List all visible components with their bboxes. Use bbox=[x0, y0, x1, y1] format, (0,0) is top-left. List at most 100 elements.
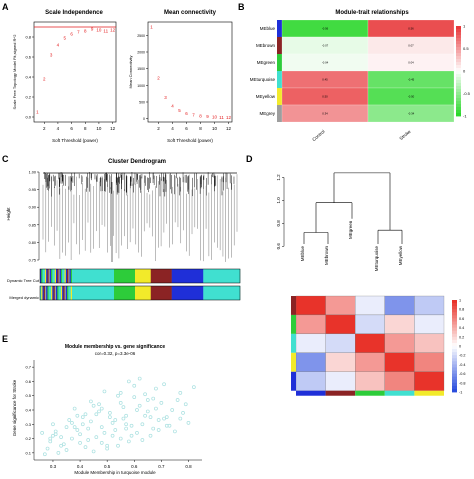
b-colorbar-segment bbox=[456, 104, 461, 108]
e-point bbox=[78, 441, 82, 445]
e-point bbox=[72, 406, 77, 411]
e-point bbox=[162, 382, 166, 387]
e-subtitle: cor=0.32, p=3.3e-06 bbox=[95, 351, 136, 356]
e-title: Module membership vs. gene significance bbox=[65, 344, 166, 350]
d-colorbar-tick: 0.4 bbox=[459, 326, 464, 330]
b-colorbar-tick: 0.5 bbox=[463, 46, 469, 51]
d-matrix-cell bbox=[355, 295, 385, 316]
e-point bbox=[89, 399, 93, 404]
e-point bbox=[91, 403, 96, 408]
c-track-stripe bbox=[56, 286, 58, 300]
d-matrix-cell bbox=[295, 314, 326, 335]
e-point bbox=[102, 431, 107, 435]
e-point bbox=[159, 401, 164, 405]
a2-point-label: 6 bbox=[185, 111, 188, 116]
b-cell-value: 0.07 bbox=[408, 44, 414, 48]
b-row-color-swatch bbox=[277, 71, 282, 88]
d-colorbar-segment bbox=[452, 367, 457, 371]
d-matrix-cell bbox=[384, 352, 415, 372]
b-row-color-swatch bbox=[277, 54, 282, 71]
c-track-stripe bbox=[64, 286, 67, 300]
d-matrix-row-color bbox=[291, 314, 296, 334]
e-point bbox=[129, 423, 134, 428]
c-track-stripe bbox=[70, 286, 73, 300]
d-colorbar-tick: 0 bbox=[459, 345, 461, 349]
c-track-stripe bbox=[43, 286, 46, 300]
e-point bbox=[91, 449, 96, 454]
a1-point-label: 12 bbox=[110, 28, 116, 33]
e-point bbox=[124, 422, 128, 427]
c-track-stripe bbox=[40, 269, 42, 283]
b-colorbar-segment bbox=[456, 83, 461, 87]
d-matrix-cell bbox=[325, 314, 356, 335]
d-matrix-col-color bbox=[414, 390, 444, 396]
c-track-module bbox=[150, 269, 172, 283]
d-matrix-row-color bbox=[291, 352, 296, 372]
d-matrix-col-color bbox=[296, 390, 326, 396]
c-track-stripe bbox=[67, 286, 69, 300]
c-track-stripe bbox=[52, 286, 54, 300]
c-ytick-label: 0.80 bbox=[29, 241, 36, 245]
e-ytick-label: 0.4 bbox=[25, 408, 31, 413]
e-point bbox=[113, 418, 118, 422]
b-cell-value: 0.50 bbox=[322, 95, 328, 99]
e-point bbox=[108, 411, 112, 415]
e-point bbox=[164, 423, 169, 428]
panel-label-a: A bbox=[2, 2, 9, 12]
e-point bbox=[59, 443, 63, 448]
d-colorbar-segment bbox=[452, 339, 457, 344]
b-row-label: MEblue bbox=[260, 26, 276, 31]
a2-point-label: 2 bbox=[157, 76, 160, 81]
b-colorbar-segment bbox=[456, 41, 461, 45]
e-point bbox=[94, 435, 99, 439]
d-colorbar-segment bbox=[452, 373, 457, 378]
d-colorbar-segment bbox=[452, 309, 457, 313]
d-matrix-cell bbox=[414, 333, 445, 353]
e-point bbox=[124, 413, 128, 418]
b-colorbar-tick: 1 bbox=[463, 24, 466, 29]
panel-label-c: C bbox=[2, 154, 9, 164]
d-matrix-cell bbox=[295, 333, 326, 353]
e-ytick-label: 0.2 bbox=[25, 436, 31, 441]
d-colorbar-segment bbox=[452, 370, 457, 374]
c-track-stripe bbox=[56, 269, 58, 283]
c-track-module bbox=[135, 269, 151, 283]
c-track-stripe bbox=[57, 269, 59, 283]
d-colorbar-segment bbox=[452, 358, 457, 362]
e-point bbox=[83, 445, 88, 449]
d-leaf-label: MEblue bbox=[300, 245, 305, 261]
e-ytick-label: 0.7 bbox=[25, 365, 31, 370]
d-matrix-col-color bbox=[325, 390, 356, 396]
b-cell-value: -0.04 bbox=[322, 61, 329, 65]
d-colorbar-segment bbox=[452, 306, 457, 310]
a1-xtick-label: 10 bbox=[96, 126, 102, 131]
d-colorbar-segment bbox=[452, 361, 457, 365]
d-colorbar-tick: 0.2 bbox=[459, 335, 464, 339]
d-colorbar-segment bbox=[452, 303, 457, 307]
d-matrix-cell bbox=[355, 371, 385, 391]
e-xtick-label: 0.4 bbox=[77, 464, 84, 469]
e-ytick-label: 0.3 bbox=[25, 422, 31, 427]
d-colorbar-segment bbox=[452, 352, 457, 356]
a1-xlabel: Soft Threshold (power) bbox=[52, 138, 98, 143]
b-row-color-swatch bbox=[277, 37, 282, 54]
c-track-module bbox=[171, 286, 204, 300]
e-point bbox=[148, 415, 153, 419]
e-point bbox=[151, 426, 156, 431]
e-point bbox=[181, 411, 185, 415]
e-point bbox=[140, 438, 145, 442]
b-colorbar-segment bbox=[456, 65, 461, 69]
d-colorbar-segment bbox=[452, 355, 457, 359]
d-matrix-cell bbox=[325, 371, 356, 391]
c-track-stripe bbox=[53, 286, 56, 300]
e-point bbox=[145, 409, 150, 414]
d-matrix-col-color bbox=[384, 390, 415, 396]
b-row-color-swatch bbox=[277, 20, 282, 37]
c-track-stripe bbox=[46, 269, 48, 283]
a1-title: Scale Independence bbox=[45, 10, 103, 16]
b-cell-value: 0.34 bbox=[322, 112, 328, 116]
d-colorbar-segment bbox=[452, 385, 457, 390]
d-matrix-col-color bbox=[355, 390, 385, 396]
e-point bbox=[186, 421, 191, 425]
e-point bbox=[145, 398, 150, 402]
